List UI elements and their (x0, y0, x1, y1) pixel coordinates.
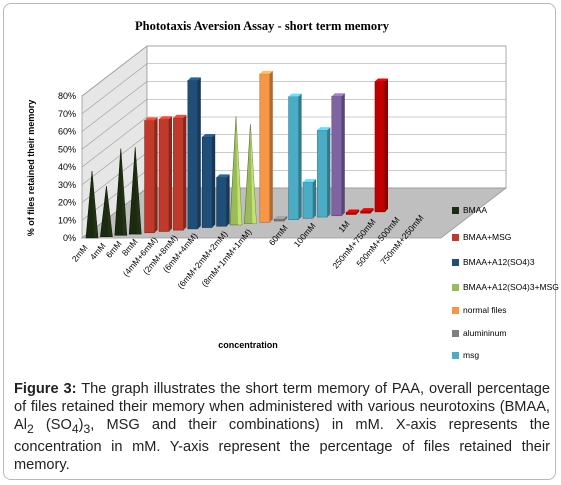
data-bar (158, 118, 170, 232)
data-bar-side (169, 116, 172, 232)
data-bar-side (212, 134, 216, 228)
figure-caption: Figure 3: The graph illustrates the shor… (14, 380, 550, 474)
data-cone-highlight (92, 171, 98, 238)
data-bar-top (346, 209, 360, 213)
data-bar-side (269, 70, 273, 223)
y-tick-label: 70% (58, 109, 76, 119)
data-bar-side (226, 174, 230, 227)
data-bar (259, 73, 271, 223)
legend-swatch (452, 330, 459, 337)
caption-text: The graph illustrates the short term mem… (14, 381, 551, 433)
legend-label: BMAA (463, 205, 487, 215)
caption-sub-2: 2 (26, 421, 34, 436)
data-cone-highlight (236, 116, 242, 225)
data-bar-side (154, 117, 158, 233)
data-bar-side (341, 93, 345, 216)
gridline-side (81, 81, 148, 132)
legend-label: msg (463, 350, 479, 360)
data-bar-top (317, 127, 331, 131)
data-bar-side (327, 127, 331, 218)
data-bar-side (284, 216, 288, 221)
data-bar-side (183, 114, 187, 231)
gridline-side (81, 63, 148, 114)
data-bar-top (303, 179, 316, 183)
data-bar (173, 117, 184, 231)
data-bar-side (298, 93, 302, 220)
data-bar-side (385, 78, 388, 212)
caption-label: Figure 3: (14, 381, 77, 397)
data-bar (331, 95, 343, 217)
caption-sub-3: 3 (83, 421, 91, 436)
gridline-side (81, 134, 148, 185)
data-bar (216, 177, 227, 227)
legend-label: alumininum (463, 328, 506, 338)
gridline-side (81, 116, 148, 168)
legend-label: BMAA+A12(SO4)3 (463, 257, 535, 267)
legend-swatch (452, 207, 459, 214)
y-tick-label: 40% (58, 162, 76, 172)
data-bar-top (202, 134, 216, 138)
gridline-side (81, 45, 148, 97)
data-bar-side (313, 179, 316, 219)
data-bar-side (197, 77, 201, 229)
y-tick-label: 20% (58, 198, 76, 208)
legend-swatch (452, 284, 459, 291)
y-tick-label: 10% (58, 215, 76, 225)
caption-rest: , MSG and their combinations) in mM. X-a… (14, 417, 551, 473)
caption-close: ) (78, 417, 84, 433)
data-bar (201, 136, 213, 228)
data-bar (302, 181, 314, 219)
data-bar (360, 210, 371, 214)
legend-label: BMAA+A12(SO4)3+MSG (463, 282, 559, 292)
legend-label: BMAA+MSG (463, 232, 511, 242)
data-bar (288, 96, 299, 220)
y-tick-label: 50% (58, 144, 76, 154)
data-cone-highlight (106, 185, 113, 237)
data-bar-top (360, 208, 374, 212)
data-bar-top (288, 93, 302, 97)
caption-mid: (SO (33, 417, 72, 433)
data-bar (345, 212, 357, 215)
y-tick-label: 0% (63, 233, 76, 243)
y-tick-label: 30% (58, 180, 76, 190)
data-bar-side (370, 208, 374, 214)
y-tick-label: 60% (58, 127, 76, 137)
figure-frame (3, 3, 556, 480)
data-bar (374, 81, 386, 213)
data-bar-top (331, 93, 345, 97)
data-bar (187, 80, 199, 230)
legend-swatch (452, 352, 459, 359)
data-cone-highlight (250, 124, 257, 224)
chart: Phototaxis Aversion Assay - short term m… (26, 19, 559, 360)
legend-swatch (452, 234, 459, 241)
data-bar-side (356, 209, 360, 215)
data-cone-highlight (120, 148, 127, 236)
data-bar-top (216, 174, 230, 178)
legend-swatch (452, 259, 459, 266)
legend-swatch (452, 307, 459, 314)
data-bar-top (187, 77, 201, 81)
data-bar (317, 129, 328, 218)
data-bar (144, 120, 155, 234)
data-bar-top (375, 78, 388, 82)
data-cone-highlight (135, 147, 142, 235)
x-axis-label: concentration (218, 340, 278, 350)
gridline-side (81, 99, 148, 150)
data-bar-top (144, 117, 158, 121)
data-bar (273, 218, 285, 222)
data-bar-top (259, 70, 273, 74)
legend-label: normal files (463, 305, 506, 315)
data-bar-top (159, 116, 172, 120)
caption-sub-4: 4 (71, 421, 79, 436)
x-tick-label: 2mM (70, 243, 90, 264)
y-tick-label: 80% (58, 91, 76, 101)
data-bar-top (274, 216, 288, 219)
y-axis-label: % of files retained their memory (26, 100, 36, 237)
chart-title: Phototaxis Aversion Assay - short term m… (135, 19, 390, 33)
data-bar-top (173, 114, 187, 118)
